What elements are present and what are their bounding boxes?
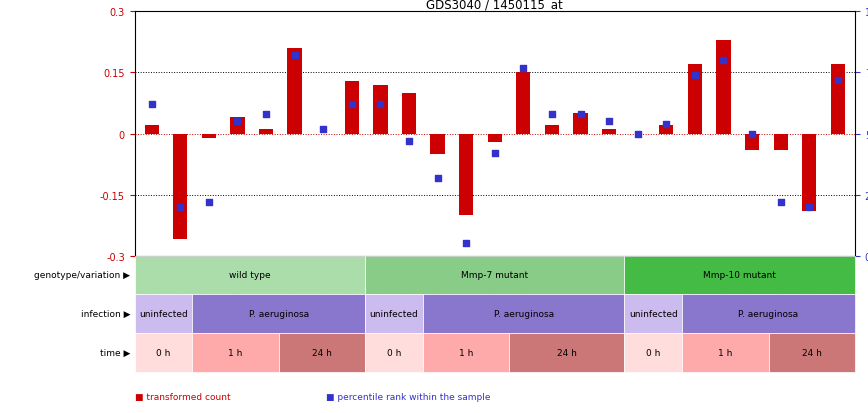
- Bar: [201, 134, 216, 138]
- Point: [660, 121, 674, 128]
- Point: [716, 58, 730, 64]
- Bar: [259, 130, 273, 134]
- Bar: [345, 81, 359, 134]
- Bar: [488, 134, 502, 142]
- Point: [631, 131, 645, 138]
- Bar: [402, 94, 416, 134]
- Text: P. aeruginosa: P. aeruginosa: [248, 309, 309, 318]
- Point: [260, 112, 273, 118]
- Text: Mmp-10 mutant: Mmp-10 mutant: [703, 271, 776, 280]
- Bar: [687, 65, 702, 134]
- Bar: [230, 118, 245, 134]
- Text: 0 h: 0 h: [156, 348, 170, 357]
- Text: 24 h: 24 h: [802, 348, 822, 357]
- Bar: [287, 49, 302, 134]
- Text: 0 h: 0 h: [387, 348, 401, 357]
- Point: [745, 131, 759, 138]
- Bar: [773, 134, 788, 150]
- Text: wild type: wild type: [229, 271, 271, 280]
- Text: ■ percentile rank within the sample: ■ percentile rank within the sample: [326, 392, 490, 401]
- Point: [145, 102, 159, 108]
- Point: [202, 199, 216, 206]
- Point: [459, 240, 473, 247]
- Point: [316, 126, 330, 133]
- Point: [545, 112, 559, 118]
- Text: infection ▶: infection ▶: [81, 309, 130, 318]
- Text: P. aeruginosa: P. aeruginosa: [739, 309, 799, 318]
- Point: [773, 199, 787, 206]
- Text: 24 h: 24 h: [557, 348, 576, 357]
- Text: 24 h: 24 h: [312, 348, 332, 357]
- Bar: [574, 114, 588, 134]
- Point: [516, 65, 530, 72]
- Text: uninfected: uninfected: [370, 309, 418, 318]
- Bar: [545, 126, 559, 134]
- Text: P. aeruginosa: P. aeruginosa: [494, 309, 554, 318]
- Text: 1 h: 1 h: [228, 348, 242, 357]
- Text: 1 h: 1 h: [459, 348, 473, 357]
- Point: [488, 150, 502, 157]
- Bar: [802, 134, 817, 211]
- Text: 0 h: 0 h: [646, 348, 661, 357]
- Point: [431, 175, 444, 181]
- Point: [831, 77, 845, 84]
- Point: [287, 53, 301, 59]
- Bar: [659, 126, 674, 134]
- Point: [345, 102, 358, 108]
- Point: [231, 119, 245, 126]
- Bar: [373, 85, 387, 134]
- Bar: [602, 130, 616, 134]
- Point: [688, 72, 702, 79]
- Point: [574, 112, 588, 118]
- Text: uninfected: uninfected: [629, 309, 678, 318]
- Bar: [831, 65, 845, 134]
- Text: ■ transformed count: ■ transformed count: [135, 392, 230, 401]
- Text: uninfected: uninfected: [139, 309, 187, 318]
- Point: [602, 119, 616, 126]
- Point: [802, 204, 816, 211]
- Title: GDS3040 / 1450115_at: GDS3040 / 1450115_at: [426, 0, 563, 11]
- Bar: [516, 74, 530, 134]
- Point: [174, 204, 187, 211]
- Text: Mmp-7 mutant: Mmp-7 mutant: [461, 271, 529, 280]
- Text: time ▶: time ▶: [100, 348, 130, 357]
- Bar: [145, 126, 159, 134]
- Bar: [745, 134, 760, 150]
- Bar: [431, 134, 444, 154]
- Text: genotype/variation ▶: genotype/variation ▶: [34, 271, 130, 280]
- Text: 1 h: 1 h: [718, 348, 733, 357]
- Bar: [173, 134, 187, 240]
- Point: [402, 138, 416, 145]
- Bar: [716, 41, 731, 134]
- Point: [373, 102, 387, 108]
- Bar: [459, 134, 473, 216]
